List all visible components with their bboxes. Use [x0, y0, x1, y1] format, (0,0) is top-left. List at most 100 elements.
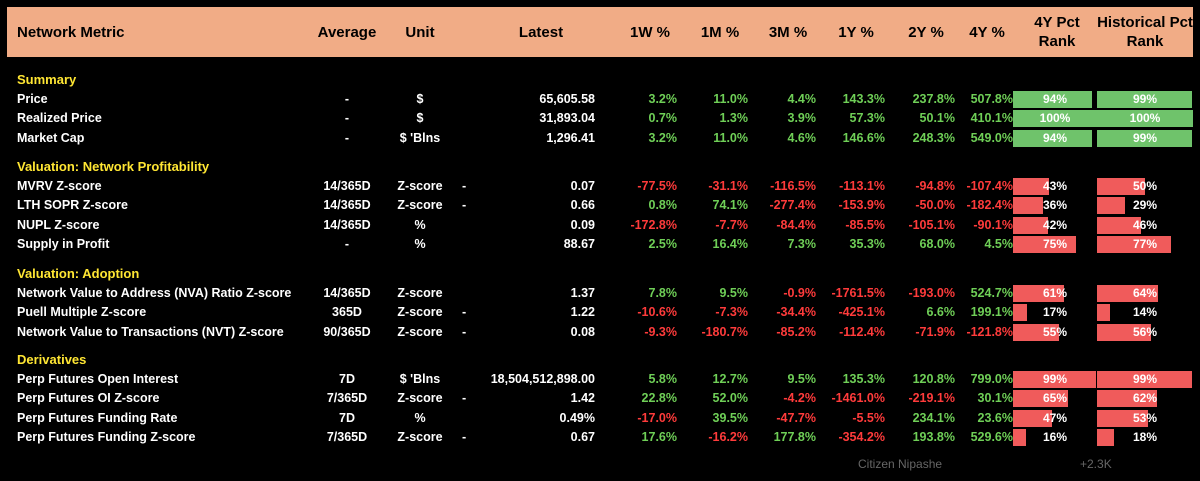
- rank-historical-bar: [1097, 217, 1142, 234]
- change-m1: 16.4%: [712, 237, 748, 251]
- metric-name: Price: [17, 92, 48, 106]
- change-m3: -47.7%: [776, 411, 816, 425]
- change-m3: -85.2%: [776, 325, 816, 339]
- table-row: Perp Futures Funding Rate 7D% 0.49% -17.0% 3…: [7, 409, 1193, 428]
- rank-historical-label: 99%: [1132, 92, 1158, 106]
- change-y4: 799.0%: [970, 372, 1013, 386]
- latest-value: 1,296.41: [546, 131, 595, 145]
- rank-historical-label: 64%: [1132, 286, 1158, 300]
- rank-historical-cell: 77%: [1097, 236, 1193, 253]
- rank-4y-bar: [1013, 410, 1053, 427]
- unit-value: $: [416, 111, 424, 125]
- header-latest: Latest: [518, 23, 564, 41]
- rank-4y-label: 17%: [1042, 305, 1068, 319]
- rank-historical-label: 56%: [1132, 325, 1158, 339]
- change-m3: -4.2%: [783, 391, 816, 405]
- rank-historical-cell: 56%: [1097, 324, 1193, 341]
- section-title: Derivatives: [17, 352, 87, 367]
- change-y4: 549.0%: [970, 131, 1013, 145]
- rank-historical-bar: [1097, 324, 1151, 341]
- rank-4y-bar: [1013, 390, 1068, 407]
- reaction-count: +2.3K: [1080, 457, 1112, 471]
- change-m3: -0.9%: [783, 286, 816, 300]
- dash-marker: -: [462, 179, 467, 193]
- rank-historical-label: 50%: [1132, 179, 1158, 193]
- change-y4: -121.8%: [966, 325, 1013, 339]
- change-y1: -1461.0%: [831, 391, 885, 405]
- rank-historical-bar: [1097, 371, 1193, 388]
- change-y1: -112.4%: [839, 325, 885, 339]
- rank-4y-cell: 61%: [1013, 285, 1097, 302]
- rank-4y-label: 61%: [1042, 286, 1068, 300]
- unit-value: Z-score: [397, 198, 443, 212]
- rank-historical-cell: 46%: [1097, 217, 1193, 234]
- latest-value: 31,893.04: [539, 111, 595, 125]
- table-row: Perp Futures Funding Z-score 7/365D Z-scor…: [7, 428, 1193, 447]
- change-y2: -71.9%: [915, 325, 955, 339]
- rank-4y-label: 55%: [1042, 325, 1068, 339]
- rank-4y-bar: [1013, 236, 1076, 253]
- change-y1: 146.6%: [842, 131, 885, 145]
- table-row: MVRV Z-score 14/365D Z-score - 0.07 -77.5% -31…: [7, 177, 1193, 196]
- table-row: Supply in Profit -% 88.67 2.5% 16.4% 7.3% 35.3…: [7, 235, 1193, 254]
- metric-name: Market Cap: [17, 131, 85, 145]
- rank-historical-bar: [1097, 110, 1193, 127]
- metric-name: NUPL Z-score: [17, 218, 100, 232]
- change-m1: 74.1%: [712, 198, 748, 212]
- dash-marker: -: [462, 198, 467, 212]
- header-average: Average: [317, 23, 377, 41]
- average-value: 7/365D: [326, 391, 368, 405]
- change-y2: 120.8%: [912, 372, 955, 386]
- rank-historical-cell: 64%: [1097, 285, 1193, 302]
- rank-4y-cell: 42%: [1013, 217, 1097, 234]
- unit-value: Z-score: [397, 430, 443, 444]
- rank-historical-label: 99%: [1132, 131, 1158, 145]
- change-y2: -50.0%: [915, 198, 955, 212]
- rank-historical-cell: 99%: [1097, 91, 1193, 108]
- table-row: Network Value to Transactions (NVT) Z-sc…: [7, 323, 1193, 342]
- average-value: -: [344, 131, 350, 145]
- change-y2: 248.3%: [912, 131, 955, 145]
- change-y2: 50.1%: [919, 111, 955, 125]
- rank-4y-label: 100%: [1039, 111, 1071, 125]
- metric-name: LTH SOPR Z-score: [17, 198, 128, 212]
- rank-historical-label: 14%: [1132, 305, 1158, 319]
- average-value: 14/365D: [323, 179, 371, 193]
- dash-marker: -: [462, 305, 467, 319]
- latest-value: 0.66: [570, 198, 595, 212]
- rank-historical-cell: 100%: [1097, 110, 1193, 127]
- header-4y: 4Y %: [969, 23, 1005, 41]
- rank-4y-label: 75%: [1042, 237, 1068, 251]
- table-row: Network Value to Address (NVA) Ratio Z-s…: [7, 284, 1193, 303]
- unit-value: Z-score: [397, 325, 443, 339]
- average-value: 7D: [339, 372, 355, 386]
- metric-name: Realized Price: [17, 111, 102, 125]
- latest-value: 65,605.58: [539, 92, 595, 106]
- change-m1: 12.7%: [712, 372, 748, 386]
- change-y2: 193.8%: [912, 430, 955, 444]
- table-header: Network Metric Average Unit Latest 1W % …: [7, 7, 1193, 57]
- change-y2: -193.0%: [908, 286, 955, 300]
- average-value: 14/365D: [323, 198, 371, 212]
- change-y1: -425.1%: [838, 305, 885, 319]
- rank-4y-label: 16%: [1042, 430, 1068, 444]
- change-y4: 23.6%: [977, 411, 1013, 425]
- average-value: 14/365D: [323, 218, 371, 232]
- change-m3: -34.4%: [776, 305, 816, 319]
- average-value: 7/365D: [326, 430, 368, 444]
- change-m3: 7.3%: [787, 237, 817, 251]
- rank-4y-cell: 55%: [1013, 324, 1097, 341]
- unit-value: Z-score: [397, 305, 443, 319]
- change-w1: 22.8%: [641, 391, 677, 405]
- rank-4y-bar: [1013, 371, 1097, 388]
- rank-historical-cell: 18%: [1097, 429, 1193, 446]
- table-row: Perp Futures Open Interest 7D $ 'Blns 18,50…: [7, 370, 1193, 389]
- table-row: NUPL Z-score 14/365D% 0.09 -172.8% -7.7% -84.…: [7, 216, 1193, 235]
- author-name: Citizen Nipashe: [858, 457, 943, 471]
- rank-historical-label: 100%: [1129, 111, 1161, 125]
- header-1y: 1Y %: [838, 23, 874, 41]
- rank-historical-bar: [1097, 91, 1193, 108]
- change-y1: -5.5%: [852, 411, 885, 425]
- header-4y-pct-rank: 4Y Pct Rank: [1034, 14, 1080, 50]
- change-w1: 7.8%: [648, 286, 678, 300]
